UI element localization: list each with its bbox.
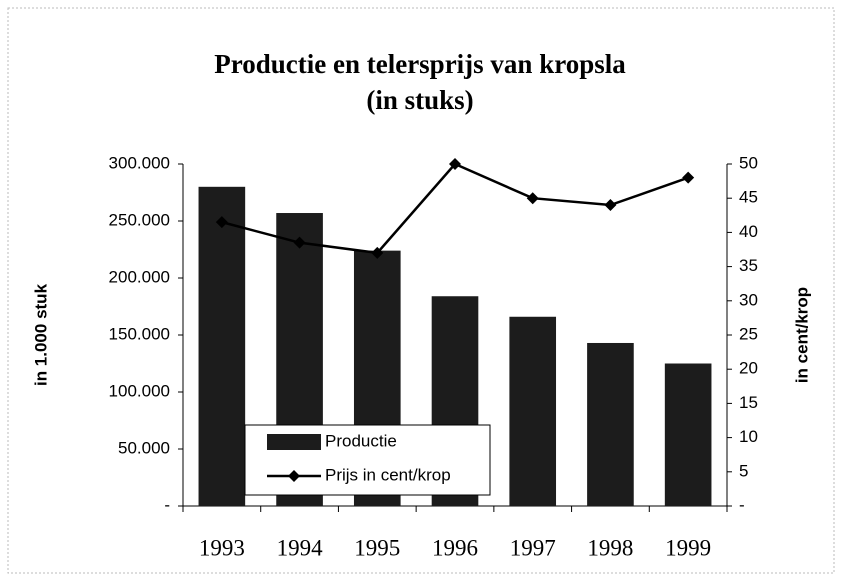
chart-subtitle: (in stuks) — [366, 85, 473, 115]
y-tick-label: 300.000 — [109, 153, 170, 172]
y2-tick-label: 30 — [739, 290, 758, 309]
legend-swatch — [267, 434, 321, 450]
x-tick-label: 1997 — [510, 535, 556, 560]
y2-tick-label: 10 — [739, 427, 758, 446]
y2-tick-label: 45 — [739, 188, 758, 207]
x-tick-label: 1999 — [665, 535, 711, 560]
y-tick-label: 250.000 — [109, 210, 170, 229]
y-tick-label: - — [164, 495, 170, 514]
y2-tick-label: 40 — [739, 222, 758, 241]
x-tick-label: 1998 — [587, 535, 633, 560]
bar — [587, 342, 634, 506]
y2-tick-label: 50 — [739, 153, 758, 172]
line — [221, 162, 689, 255]
line-marker — [604, 199, 617, 212]
x-tick-label: 1993 — [199, 535, 245, 560]
x-tick-label: 1994 — [277, 535, 324, 560]
y2-tick-label: - — [739, 495, 745, 514]
line-marker — [682, 171, 695, 184]
line-marker — [215, 216, 228, 229]
x-tick-label: 1996 — [432, 535, 478, 560]
y2-tick-label: 15 — [739, 393, 758, 412]
y-tick-label: 150.000 — [109, 324, 170, 343]
legend-swatch-marker — [288, 470, 300, 482]
y-axis-title: in 1.000 stuk — [31, 283, 50, 386]
legend-label: Productie — [325, 431, 397, 450]
chart-title: Productie en telersprijs van kropsla — [214, 49, 626, 79]
line-marker — [293, 236, 306, 249]
line-marker — [526, 192, 539, 205]
y-tick-label: 100.000 — [109, 381, 170, 400]
y2-tick-label: 35 — [739, 256, 758, 275]
line-marker — [371, 246, 384, 259]
y2-tick-label: 5 — [739, 461, 748, 480]
y2-tick-label: 25 — [739, 324, 758, 343]
y-tick-label: 50.000 — [118, 438, 170, 457]
bar — [664, 363, 712, 506]
chart-frame — [7, 7, 835, 574]
bar — [198, 186, 246, 507]
bar — [509, 316, 557, 506]
y2-tick-label: 20 — [739, 359, 758, 378]
x-tick-label: 1995 — [354, 535, 400, 560]
y2-axis-title: in cent/krop — [792, 287, 811, 383]
legend-label: Prijs in cent/krop — [325, 465, 451, 484]
y-tick-label: 200.000 — [109, 267, 170, 286]
line-marker — [449, 158, 461, 170]
